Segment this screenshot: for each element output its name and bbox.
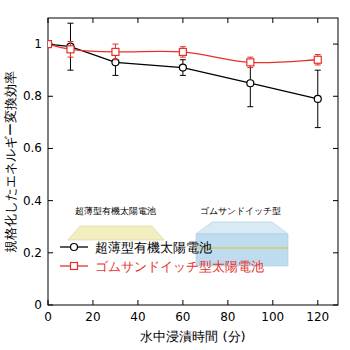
error-bar-cap xyxy=(112,75,118,76)
thin-cell-illustration xyxy=(68,226,164,240)
y-tick-label: 0.6 xyxy=(23,141,42,155)
y-tick-right xyxy=(333,252,338,253)
error-bar xyxy=(67,23,73,70)
error-bar-cap xyxy=(67,23,73,24)
series-line xyxy=(48,44,318,99)
x-tick-label: 60 xyxy=(175,310,190,324)
y-tick-right xyxy=(333,96,338,97)
y-tick xyxy=(48,96,53,97)
x-tick xyxy=(182,300,183,305)
legend: 超薄型有機太陽電池ゴムサンドイッチ型太陽電池 xyxy=(60,240,264,274)
error-bar-cap xyxy=(247,106,253,107)
y-axis-label: 規格化したエネルギー変換効率 xyxy=(3,71,18,253)
marker xyxy=(48,41,52,48)
x-tick-label: 100 xyxy=(261,310,284,324)
error-bar xyxy=(315,55,321,65)
x-tick-label: 80 xyxy=(220,310,235,324)
x-tick xyxy=(48,300,49,305)
error-bar xyxy=(67,41,73,57)
marker xyxy=(112,48,119,55)
error-bar-cap xyxy=(180,57,186,58)
x-tick xyxy=(227,300,228,305)
y-tick xyxy=(48,200,53,201)
y-tick xyxy=(48,305,53,306)
series xyxy=(48,23,321,127)
marker xyxy=(247,80,254,87)
x-tick-label: 0 xyxy=(44,310,52,324)
x-tick-top xyxy=(137,18,138,23)
y-tick-right xyxy=(333,44,338,45)
y-tick-label: 0.4 xyxy=(23,194,42,208)
x-tick xyxy=(137,300,138,305)
x-tick-label: 20 xyxy=(85,310,100,324)
series xyxy=(48,41,321,68)
y-tick-right xyxy=(333,148,338,149)
error-bar xyxy=(247,57,253,67)
annotation: 超薄型有機太陽電池 xyxy=(75,206,156,216)
error-bar-cap xyxy=(315,54,321,55)
legend-label: 超薄型有機太陽電池 xyxy=(95,240,212,255)
legend-label: ゴムサンドイッチ型太陽電池 xyxy=(95,259,264,274)
error-bar-cap xyxy=(315,70,321,71)
x-tick-top xyxy=(92,18,93,23)
sandwich-top xyxy=(196,222,288,234)
error-bar xyxy=(112,44,118,60)
chart-svg: 0 20 40 60 80 100 120 0 0.2 0.4 0.6 0.8 1 水中浸漬時間 (分) 規… xyxy=(0,0,350,350)
y-tick-label: 0 xyxy=(34,298,42,312)
error-bar-cap xyxy=(67,70,73,71)
annotation: ゴムサンドイッチ型 xyxy=(200,206,281,216)
x-tick-top xyxy=(317,18,318,23)
error-bar-cap xyxy=(67,41,73,42)
x-tick-top xyxy=(227,18,228,23)
error-bar xyxy=(180,60,186,76)
marker xyxy=(179,48,186,55)
marker xyxy=(48,41,52,48)
error-bar xyxy=(112,49,118,75)
x-tick xyxy=(92,300,93,305)
error-bar-cap xyxy=(315,127,321,128)
x-tick-label: 120 xyxy=(306,310,329,324)
marker xyxy=(71,263,78,270)
y-tick-label: 0.2 xyxy=(23,246,42,260)
error-bar-cap xyxy=(112,59,118,60)
marker xyxy=(247,59,254,66)
y-tick xyxy=(48,148,53,149)
x-tick-top xyxy=(182,18,183,23)
y-tick xyxy=(48,252,53,253)
marker xyxy=(314,95,321,102)
x-tick-top xyxy=(272,18,273,23)
series-line xyxy=(48,44,318,63)
y-tick-right xyxy=(333,305,338,306)
error-bar-cap xyxy=(180,46,186,47)
data-group xyxy=(48,23,321,127)
y-tick-label: 1 xyxy=(34,37,42,51)
marker xyxy=(112,59,119,66)
marker xyxy=(179,64,186,71)
error-bar xyxy=(180,47,186,57)
error-bar-cap xyxy=(180,75,186,76)
x-tick xyxy=(272,300,273,305)
error-bar-cap xyxy=(112,44,118,45)
marker xyxy=(67,46,74,53)
plot-frame xyxy=(48,18,338,305)
marker xyxy=(71,244,78,251)
x-tick xyxy=(317,300,318,305)
error-bar-cap xyxy=(247,67,253,68)
error-bar-cap xyxy=(247,57,253,58)
x-tick-top xyxy=(48,18,49,23)
x-tick-label: 40 xyxy=(130,310,145,324)
error-bar xyxy=(315,70,321,127)
marker xyxy=(314,56,321,63)
error-bar-cap xyxy=(180,59,186,60)
y-tick-label: 0.8 xyxy=(23,89,42,103)
x-axis-label: 水中浸漬時間 (分) xyxy=(140,329,245,344)
error-bar-cap xyxy=(315,64,321,65)
error-bar-cap xyxy=(67,57,73,58)
y-tick-right xyxy=(333,200,338,201)
chart-container: 0 20 40 60 80 100 120 0 0.2 0.4 0.6 0.8 1 水中浸漬時間 (分) 規… xyxy=(0,0,350,350)
